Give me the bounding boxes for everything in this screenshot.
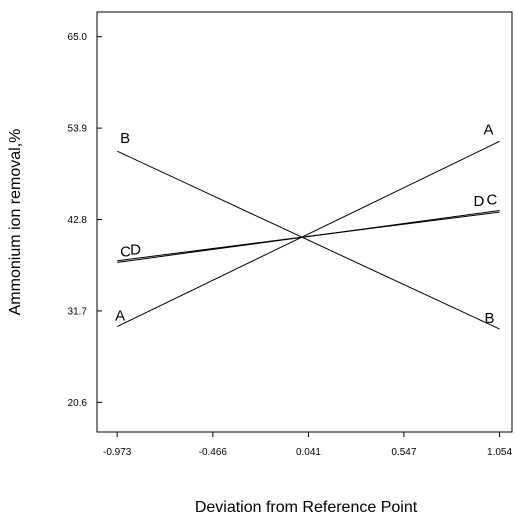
y-axis: 65.0 53.9 42.8 31.7 20.6	[68, 32, 102, 409]
series-line-d	[117, 211, 500, 262]
y-tick-label: 31.7	[68, 306, 88, 317]
x-tick-label: 0.547	[391, 447, 416, 458]
series-line-a	[116, 140, 500, 328]
plot-frame	[96, 11, 513, 433]
y-tick-label: 20.6	[68, 398, 88, 409]
series-label-c-end: C	[487, 191, 498, 208]
x-axis-title: Deviation from Reference Point	[195, 499, 418, 516]
series-label-a-start: A	[115, 308, 125, 325]
x-axis: -0.973 -0.466 0.041 0.547 1.054	[103, 432, 512, 458]
series-label-d-end: D	[474, 193, 485, 210]
series-label-b-start: B	[120, 130, 130, 147]
x-tick-label: 0.041	[296, 447, 321, 458]
series-line-b	[116, 150, 500, 330]
x-tick-label: 1.054	[487, 447, 512, 458]
y-tick-label: 53.9	[68, 124, 88, 135]
x-tick-label: -0.973	[103, 447, 132, 458]
series-label-a-end: A	[484, 121, 494, 138]
x-tick-label: -0.466	[199, 447, 228, 458]
y-tick-label: 42.8	[68, 215, 88, 226]
series-label-c-start: C	[120, 243, 131, 260]
y-tick-label: 65.0	[68, 32, 88, 43]
series-label-b-end: B	[485, 310, 495, 327]
plot-area	[96, 11, 513, 433]
series-lines	[116, 140, 500, 330]
series-label-d-start: D	[130, 242, 141, 259]
y-axis-title: Ammonium ion removal,%	[7, 129, 24, 316]
